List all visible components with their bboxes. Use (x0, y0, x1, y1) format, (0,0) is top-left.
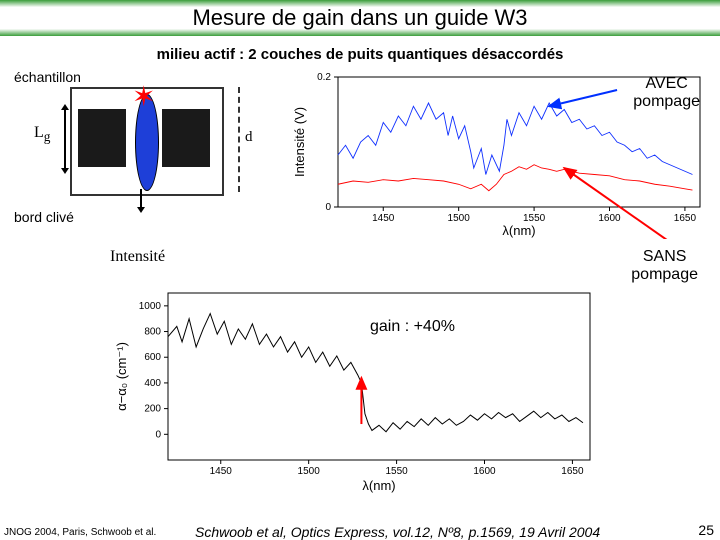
lo-label: Lo (182, 169, 198, 190)
svg-text:λ(nm): λ(nm) (502, 223, 535, 238)
svg-text:1550: 1550 (385, 466, 408, 477)
svg-text:λ(nm): λ(nm) (362, 478, 395, 493)
svg-text:0: 0 (325, 202, 331, 213)
svg-text:1600: 1600 (598, 213, 621, 224)
diagram-dark-right (162, 109, 210, 167)
gain-chart: 1450 1500 1550 1600 1650 0 200 400 600 800 1000 λ(n… (110, 285, 600, 495)
page-number: 25 (698, 522, 714, 538)
pump-star-icon: ✶ (132, 83, 155, 111)
lg-label: Lg (34, 124, 50, 145)
diagram-dark-left (78, 109, 126, 167)
slide-title-bar: Mesure de gain dans un guide W3 (0, 0, 720, 36)
slide-subtitle: milieu actif : 2 couches de puits quanti… (0, 46, 720, 63)
avec-pompage-label: AVEC pompage (633, 75, 700, 110)
d-dashed-line (238, 87, 240, 192)
sans-pompage-label: SANS pompage (631, 248, 698, 283)
bord-arrow (140, 189, 142, 209)
echantillon-label: échantillon (14, 69, 81, 85)
footer-left: JNOG 2004, Paris, Schwoob et al. (4, 527, 156, 538)
d-label: d (245, 129, 253, 146)
gain-text-label: gain : +40% (370, 318, 455, 336)
svg-text:800: 800 (144, 327, 161, 338)
slide-title: Mesure de gain dans un guide W3 (192, 5, 527, 31)
footer-citation: Schwoob et al, Optics Express, vol.12, N… (195, 524, 600, 540)
spectrum-chart: 1450150015501600165000.2λ(nm)Intensité (… (290, 69, 710, 239)
sample-diagram: échantillon ✶ Lg Lo d bord clivé (10, 69, 280, 219)
svg-text:1450: 1450 (210, 466, 233, 477)
gain-svg: 1450 1500 1550 1600 1650 0 200 400 600 800 1000 λ(n… (110, 285, 600, 495)
svg-text:600: 600 (144, 352, 161, 363)
top-row: échantillon ✶ Lg Lo d bord clivé 1450 150… (0, 69, 720, 239)
svg-text:1000: 1000 (139, 301, 162, 312)
svg-text:1650: 1650 (674, 213, 697, 224)
bord-label: bord clivé (14, 209, 74, 225)
svg-text:1450: 1450 (372, 213, 395, 224)
intensite-label: Intensité (110, 248, 165, 266)
svg-text:1500: 1500 (448, 213, 471, 224)
svg-text:0: 0 (155, 429, 161, 440)
svg-text:Intensité (V): Intensité (V) (292, 107, 307, 177)
svg-text:200: 200 (144, 404, 161, 415)
svg-text:1600: 1600 (473, 466, 496, 477)
lg-arrow (64, 108, 66, 170)
svg-text:α−α₀ (cm⁻¹): α−α₀ (cm⁻¹) (114, 342, 129, 411)
svg-text:400: 400 (144, 378, 161, 389)
svg-text:1500: 1500 (298, 466, 321, 477)
svg-text:0.2: 0.2 (317, 72, 331, 83)
svg-text:1650: 1650 (561, 466, 584, 477)
